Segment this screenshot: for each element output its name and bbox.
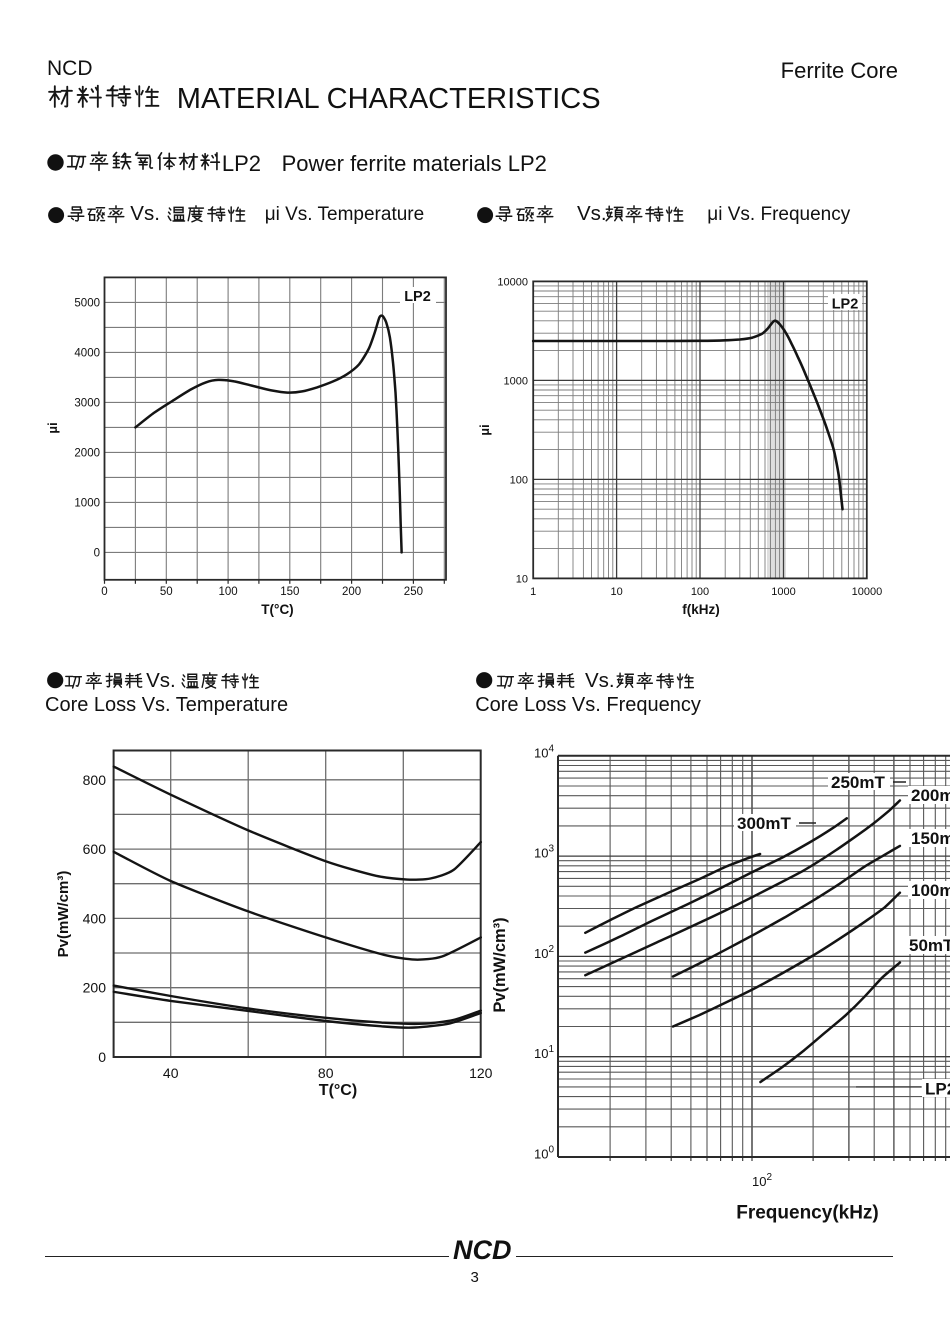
svg-text:10000: 10000	[852, 586, 883, 598]
svg-text:LP2: LP2	[925, 1080, 950, 1099]
svg-text:10: 10	[516, 573, 528, 585]
svg-text:250mT: 250mT	[831, 773, 885, 792]
svg-text:T(°C): T(°C)	[261, 602, 293, 617]
svg-text:150: 150	[280, 586, 299, 598]
svg-text:100: 100	[691, 586, 709, 598]
svg-text:4000: 4000	[74, 347, 100, 359]
svg-text:LP2: LP2	[404, 289, 431, 305]
svg-text:800: 800	[83, 772, 107, 788]
svg-text:80: 80	[318, 1065, 334, 1081]
svg-text:5000: 5000	[74, 297, 100, 309]
svg-text:50mT: 50mT	[909, 936, 950, 955]
svg-text:Frequency(kHz): Frequency(kHz)	[736, 1203, 879, 1224]
svg-text:Pv(mW/cm³): Pv(mW/cm³)	[491, 917, 509, 1012]
svg-text:Pv(mW/cm³): Pv(mW/cm³)	[55, 871, 72, 958]
svg-text:μi: μi	[46, 422, 60, 433]
svg-text:f(kHz): f(kHz)	[682, 602, 720, 617]
svg-text:0: 0	[101, 586, 107, 598]
svg-text:1000: 1000	[504, 375, 528, 387]
svg-text:300mT: 300mT	[737, 814, 791, 833]
svg-text:0: 0	[98, 1049, 106, 1065]
svg-text:100: 100	[534, 1145, 554, 1162]
svg-text:1000: 1000	[74, 497, 100, 509]
svg-text:3000: 3000	[74, 397, 100, 409]
svg-text:101: 101	[534, 1044, 554, 1061]
svg-text:μi: μi	[478, 424, 492, 435]
svg-text:100: 100	[219, 586, 238, 598]
svg-text:0: 0	[94, 547, 100, 559]
svg-text:40: 40	[163, 1065, 179, 1081]
svg-text:400: 400	[83, 910, 107, 926]
svg-text:600: 600	[83, 841, 107, 857]
svg-text:100mT: 100mT	[911, 881, 950, 900]
svg-text:200: 200	[342, 586, 361, 598]
svg-text:50: 50	[160, 586, 173, 598]
svg-text:100: 100	[510, 474, 528, 486]
svg-text:T(°C): T(°C)	[319, 1082, 357, 1099]
svg-text:103: 103	[534, 844, 554, 861]
svg-text:104: 104	[534, 743, 554, 760]
svg-text:2000: 2000	[74, 447, 100, 459]
svg-text:200: 200	[83, 980, 107, 996]
svg-text:1: 1	[530, 586, 536, 598]
svg-text:LP2: LP2	[832, 297, 859, 313]
svg-text:200mT: 200mT	[911, 786, 950, 805]
svg-text:102: 102	[752, 1172, 772, 1189]
svg-text:10: 10	[610, 586, 622, 598]
svg-text:120: 120	[469, 1065, 493, 1081]
svg-text:102: 102	[534, 944, 554, 961]
svg-text:1000: 1000	[771, 586, 795, 598]
svg-text:250: 250	[404, 586, 423, 598]
svg-text:150mT: 150mT	[911, 829, 950, 848]
svg-text:10000: 10000	[497, 276, 528, 288]
